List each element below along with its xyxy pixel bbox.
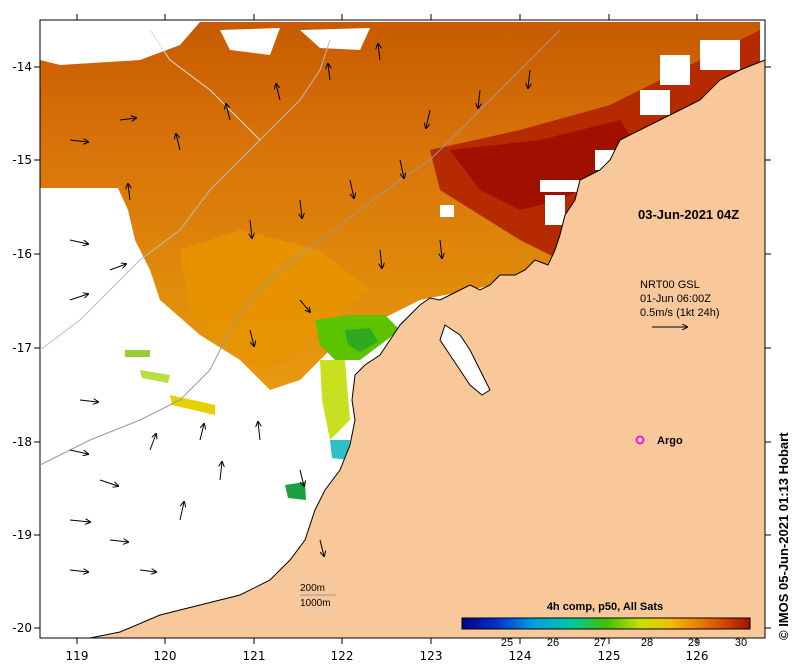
current-time-label: 01-Jun 06:00Z <box>640 293 711 305</box>
y-tick-label: -15 <box>12 153 32 167</box>
y-axis-ticks <box>34 66 771 629</box>
x-tick-label: 122 <box>331 649 354 663</box>
sst-field-hottest <box>450 120 640 210</box>
x-axis-labels: 119 120 121 122 123 124 125 126 <box>66 649 709 663</box>
colorbar-tick-labels: 25 26 27 28 29 30 <box>501 637 747 649</box>
contour-1000m-b <box>149 29 261 141</box>
x-tick-label: 126 <box>686 649 709 663</box>
sst-field-lime-strip <box>140 370 170 383</box>
x-tick-label: 120 <box>154 649 177 663</box>
y-tick-label: -20 <box>12 621 32 635</box>
sst-field-cyan-patch <box>330 440 350 460</box>
argo-label: Argo <box>657 435 683 447</box>
colorbar-tick: 26 <box>547 637 559 649</box>
depth-label-200m: 200m <box>300 583 325 594</box>
land-mass <box>89 59 766 639</box>
current-arrows <box>69 44 530 572</box>
colorbar <box>461 617 751 630</box>
x-axis-ticks <box>76 14 698 644</box>
credit-label: © IMOS 05-Jun-2021 01:13 Hobart <box>776 432 791 640</box>
argo-marker <box>635 435 645 445</box>
y-tick-label: -16 <box>12 247 32 261</box>
sst-field-yellow-strip <box>170 395 215 415</box>
y-tick-label: -14 <box>12 60 32 74</box>
x-tick-label: 119 <box>66 649 89 663</box>
current-scale-label: 0.5m/s (1kt 24h) <box>640 307 719 319</box>
sst-field-green-dark <box>345 328 378 352</box>
colorbar-tick: 28 <box>641 637 653 649</box>
contour-1000m <box>39 39 331 351</box>
colorbar-tick: 29 <box>688 637 700 649</box>
colorbar-tick: 25 <box>501 637 513 649</box>
timestamp-label: 03-Jun-2021 04Z <box>638 207 739 222</box>
y-tick-label: -17 <box>12 341 32 355</box>
current-source-label: NRT00 GSL <box>640 279 700 291</box>
y-tick-label: -19 <box>12 528 32 542</box>
plot-frame <box>39 19 766 639</box>
y-axis-labels: -14 -15 -16 -17 -18 -19 -20 <box>12 60 32 635</box>
x-tick-label: 125 <box>598 649 621 663</box>
colorbar-title: 4h comp, p50, All Sats <box>547 601 663 613</box>
colorbar-tick: 27 <box>594 637 606 649</box>
x-tick-label: 124 <box>509 649 532 663</box>
x-tick-label: 123 <box>420 649 443 663</box>
sst-field-green-patch2 <box>285 482 306 500</box>
sst-field-green-small <box>125 350 150 357</box>
depth-label-1000m: 1000m <box>300 598 331 609</box>
colorbar-tick: 30 <box>735 637 747 649</box>
x-tick-label: 121 <box>243 649 266 663</box>
sst-field-yellow-patch <box>320 360 350 440</box>
y-tick-label: -18 <box>12 435 32 449</box>
contour-200m <box>39 29 561 466</box>
gulf-water <box>439 324 491 396</box>
